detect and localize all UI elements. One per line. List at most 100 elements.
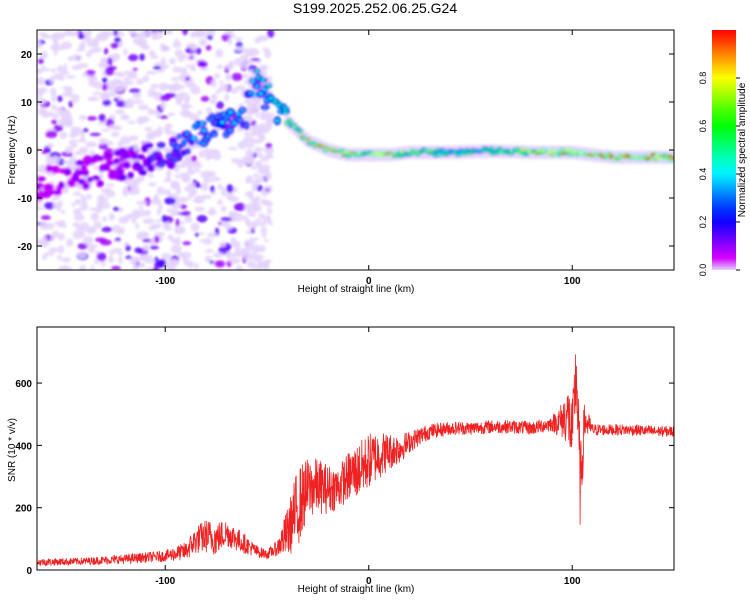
snr-data-point — [235, 538, 238, 540]
spectrogram-cell — [72, 222, 80, 228]
spectrogram-cell — [154, 193, 159, 203]
spectrogram-ridge-core — [228, 110, 233, 114]
spectrogram-cell — [206, 106, 213, 115]
spectrogram-cell — [148, 50, 156, 57]
spectrogram-cell — [250, 58, 261, 62]
snr-data-point — [195, 539, 197, 542]
spectrogram-cell — [50, 155, 60, 165]
snr-plot-area — [37, 327, 674, 570]
spectrogram-ridge-core — [114, 159, 119, 163]
spectrogram-ridge-core — [487, 147, 494, 151]
spectrogram-cell — [154, 256, 159, 262]
spectrogram-cell — [181, 103, 189, 111]
spectrogram-cell — [100, 128, 111, 132]
spectrogram-cell — [226, 184, 234, 193]
spectrogram-x-tick-label: -100 — [155, 276, 175, 287]
spectrogram-cell — [37, 44, 43, 49]
spectrogram-ridge-core — [236, 112, 241, 116]
spectrogram-cell — [247, 175, 254, 181]
spectrogram-cell — [51, 119, 58, 125]
spectrogram-cell — [170, 194, 179, 199]
spectrogram-cell — [163, 84, 176, 90]
spectrogram-cell — [246, 142, 254, 149]
spectrogram-ridge-core — [273, 99, 277, 103]
snr-lines — [37, 354, 674, 567]
snr-data-point — [490, 426, 492, 428]
spectrogram-cell — [174, 236, 181, 246]
spectrogram-cell — [190, 44, 197, 51]
snr-frame — [36, 326, 675, 571]
spectrogram-cell — [235, 37, 243, 42]
spectrogram-ridge-core — [263, 87, 267, 91]
spectrogram-ridge-core — [254, 84, 259, 88]
spectrogram-cell — [197, 60, 205, 68]
spectrogram-ridge-core — [167, 154, 172, 158]
spectrogram-cell — [108, 255, 114, 264]
spectrogram-ridge-core — [320, 145, 327, 148]
spectrogram-cell — [228, 60, 235, 68]
spectrogram-cell — [228, 196, 240, 202]
spectrogram-cell — [199, 67, 209, 71]
spectrogram-cell — [152, 65, 162, 70]
spectrogram-cell — [84, 35, 93, 44]
spectrogram-cell — [112, 206, 120, 212]
spectrogram-cell — [167, 112, 176, 117]
spectrogram-cell — [262, 233, 267, 238]
spectrogram-cell — [244, 131, 251, 137]
spectrogram-cell — [213, 152, 222, 161]
spectrogram-ridge-core — [455, 153, 462, 156]
spectrogram-cell — [68, 100, 73, 108]
spectrogram-cell — [75, 200, 81, 205]
spectrogram-cell — [182, 30, 188, 36]
spectrogram-cell — [243, 98, 252, 104]
spectrogram-ridge-core — [283, 110, 288, 114]
spectrogram-cell — [247, 255, 255, 259]
spectrogram-cell — [165, 170, 172, 177]
spectrogram-cell — [111, 78, 121, 84]
spectrogram-cell — [46, 143, 55, 148]
spectrogram-cell — [61, 257, 71, 263]
spectrogram-cell — [102, 99, 112, 106]
spectrogram-cell — [225, 251, 232, 259]
spectrogram-cell — [122, 77, 131, 81]
spectrogram-cell — [79, 221, 89, 231]
spectrogram-cell — [93, 221, 103, 229]
spectrogram-cell — [242, 156, 251, 161]
spectrogram-cell — [151, 129, 163, 138]
spectrogram-cell — [260, 164, 271, 171]
spectrogram-cell — [166, 208, 172, 212]
spectrogram-ridge-core — [183, 138, 188, 142]
spectrogram-cell — [38, 58, 44, 65]
spectrogram-ridge-core — [82, 165, 86, 169]
spectrogram-cell — [167, 236, 173, 240]
snr-data-point — [327, 488, 329, 490]
spectrogram-cell — [190, 222, 200, 232]
spectrogram-cell — [206, 35, 214, 40]
snr-data-point — [286, 532, 288, 534]
spectrogram-cell — [265, 143, 273, 149]
spectrogram-cell — [145, 70, 158, 75]
spectrogram-cell — [235, 265, 243, 270]
spectrogram-ridge-core — [259, 92, 263, 96]
spectrogram-ridge-core — [185, 149, 190, 153]
spectrogram-cell — [217, 184, 223, 190]
spectrogram-ridge-core — [240, 122, 245, 126]
spectrogram-cell — [147, 172, 155, 178]
snr-data-point — [215, 538, 217, 540]
spectrogram-cell — [98, 61, 109, 69]
spectrogram-cell — [184, 215, 193, 224]
spectrogram-cell — [174, 95, 186, 102]
spectrogram-cell — [74, 151, 81, 156]
spectrogram-cell — [110, 89, 117, 98]
spectrogram-cell — [153, 231, 166, 237]
spectrogram-cell — [110, 42, 119, 49]
snr-x-tick-label: 100 — [564, 576, 581, 587]
snr-data-point — [357, 469, 360, 471]
spectrogram-cell — [254, 37, 262, 44]
spectrogram-cell — [90, 212, 100, 222]
spectrogram-x-tick-label: 100 — [564, 276, 581, 287]
spectrogram-cell — [199, 194, 212, 200]
spectrogram-cell — [257, 212, 266, 220]
spectrogram-cell — [267, 30, 275, 38]
spectrogram-cell — [267, 215, 272, 224]
